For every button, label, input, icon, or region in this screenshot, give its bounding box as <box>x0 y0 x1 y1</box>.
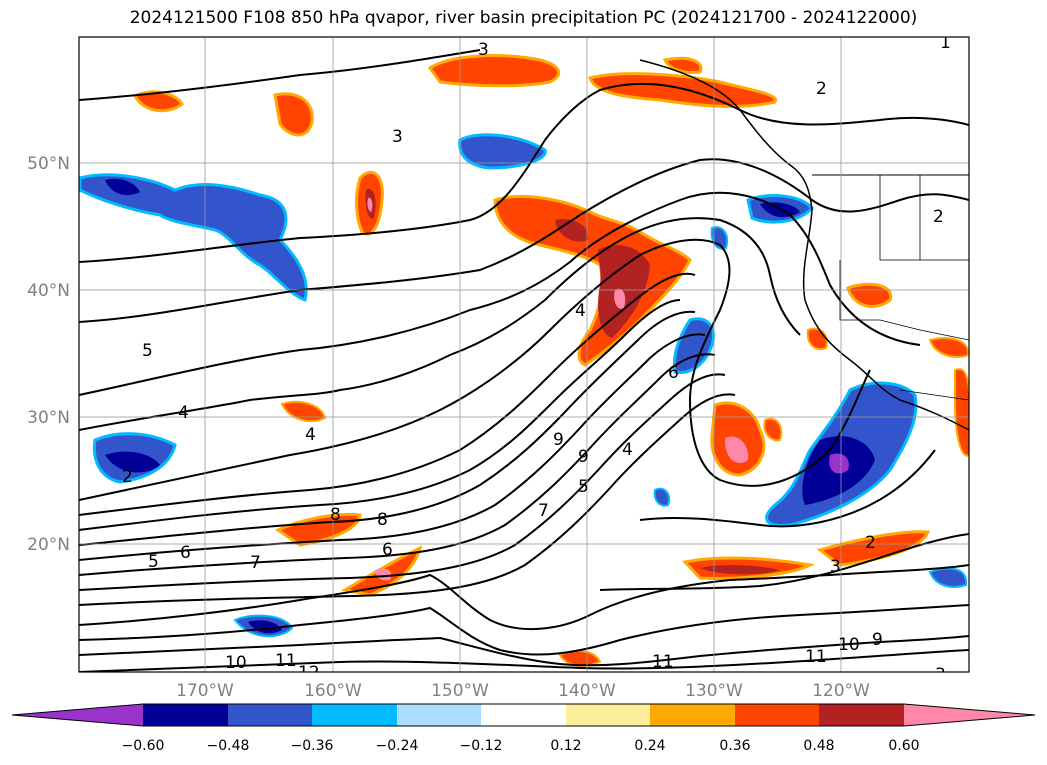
colorbar-tick-label: −0.12 <box>460 738 503 754</box>
anomaly-patch <box>700 565 780 575</box>
longitude-labels: 170°W 160°W 150°W 140°W 130°W 120°W <box>176 681 870 701</box>
contour-label: 5 <box>148 552 159 572</box>
anomaly-patch <box>954 368 969 457</box>
anomaly-patch <box>598 245 650 338</box>
contour-label: 11 <box>652 652 674 672</box>
contour-label: 2 <box>816 79 827 99</box>
contour-label: 3 <box>830 557 841 577</box>
contour-label: 4 <box>178 403 189 423</box>
contour-label: 2 <box>933 207 944 227</box>
contour-label: 3 <box>478 40 489 60</box>
colorbar-segment <box>228 704 312 726</box>
contour-label: 7 <box>538 501 549 521</box>
anomaly-patch <box>458 133 547 170</box>
colorbar-segment <box>481 704 566 726</box>
anomaly-patch <box>105 451 160 473</box>
contour-label: 11 <box>805 647 827 667</box>
contour-label: 2 <box>865 533 876 553</box>
colorbar-tick-label: 0.48 <box>803 738 834 754</box>
contour-label: 8 <box>377 510 388 530</box>
contour-label: 5 <box>142 341 153 361</box>
contour-labels: 3 3 2 1 2 4 5 4 4 6 5 6 7 8 9 8 9 7 6 5 … <box>122 33 951 685</box>
contour-label: 6 <box>382 540 393 560</box>
colorbar-segment <box>143 704 228 726</box>
contour-label: 6 <box>668 363 679 383</box>
graticule <box>79 37 969 672</box>
colorbar-tick-label: −0.60 <box>122 738 165 754</box>
anomaly-patch <box>829 453 849 474</box>
contour-label: 12 <box>298 663 320 683</box>
contour-label: 7 <box>250 553 261 573</box>
lon-label: 130°W <box>685 681 743 701</box>
map-frame <box>78 36 970 673</box>
colorbar-segment <box>397 704 481 726</box>
lat-label: 20°N <box>27 535 70 555</box>
anomaly-patch <box>280 400 327 423</box>
map-content: 3 3 2 1 2 4 5 4 4 6 5 6 7 8 9 8 9 7 6 5 … <box>79 33 969 685</box>
anomaly-patch <box>724 436 749 464</box>
contour-label: 4 <box>305 425 316 445</box>
lat-label: 50°N <box>27 154 70 174</box>
anomaly-patch <box>662 56 703 74</box>
contour-label: 10 <box>225 653 247 673</box>
contour-label: 10 <box>838 635 860 655</box>
colorbar <box>11 703 1036 727</box>
contour-label: 9 <box>553 430 564 450</box>
contour-label: 6 <box>180 543 191 563</box>
contour-label: 2 <box>122 467 133 487</box>
anomaly-patch <box>273 92 314 137</box>
lon-label: 150°W <box>431 681 489 701</box>
lon-label: 160°W <box>304 681 362 701</box>
contour-label: 1 <box>940 33 951 53</box>
colorbar-outline <box>11 703 1036 727</box>
colorbar-tick-label: 0.12 <box>550 738 581 754</box>
anomaly-patch <box>653 487 671 507</box>
contour-label: 9 <box>872 630 883 650</box>
colorbar-tick-label: −0.36 <box>291 738 334 754</box>
lon-label: 140°W <box>558 681 616 701</box>
anomaly-patch <box>763 417 783 442</box>
anomaly-patch <box>79 173 308 302</box>
colorbar-segment <box>566 704 650 726</box>
colorbar-tick-label: 0.36 <box>719 738 750 754</box>
lon-label: 120°W <box>812 681 870 701</box>
colorbar-segment <box>735 704 819 726</box>
contour-label: 4 <box>622 440 633 460</box>
contour-label: 3 <box>392 127 403 147</box>
contour-label: 11 <box>275 651 297 671</box>
anomaly-patch <box>132 90 184 113</box>
contour-label: 5 <box>578 477 589 497</box>
colorbar-tick-label: −0.24 <box>376 738 419 754</box>
anomaly-patch <box>816 530 931 567</box>
contour-label: 4 <box>575 301 586 321</box>
anomaly-patch <box>614 288 626 309</box>
qvapor-contours <box>79 49 969 672</box>
lat-label: 30°N <box>27 408 70 428</box>
latitude-labels: 50°N 40°N 30°N 20°N <box>27 154 70 555</box>
contour-label: 3 <box>935 665 946 685</box>
colorbar-extend-min <box>12 704 143 726</box>
anomaly-patch <box>105 178 140 196</box>
contour-label: 9 <box>578 447 589 467</box>
map-title: 2024121500 F108 850 hPa qvapor, river ba… <box>129 8 918 28</box>
colorbar-tick-label: 0.60 <box>888 738 919 754</box>
lat-label: 40°N <box>27 281 70 301</box>
anomaly-patch <box>367 197 373 212</box>
anomaly-patch <box>928 567 968 588</box>
colorbar-extend-max <box>904 704 1035 726</box>
anomaly-patch <box>928 337 969 358</box>
colorbar-tick-label: −0.48 <box>207 738 250 754</box>
anomaly-patch <box>555 219 589 242</box>
anomaly-patch <box>427 54 561 88</box>
colorbar-labels: −0.60 −0.48 −0.36 −0.24 −0.12 0.12 0.24 … <box>122 738 920 754</box>
colorbar-segment <box>819 704 904 726</box>
lon-label: 170°W <box>176 681 234 701</box>
colorbar-segment <box>650 704 735 726</box>
colorbar-tick-label: 0.24 <box>634 738 665 754</box>
colorbar-segment <box>312 704 397 726</box>
contour-label: 8 <box>330 505 341 525</box>
